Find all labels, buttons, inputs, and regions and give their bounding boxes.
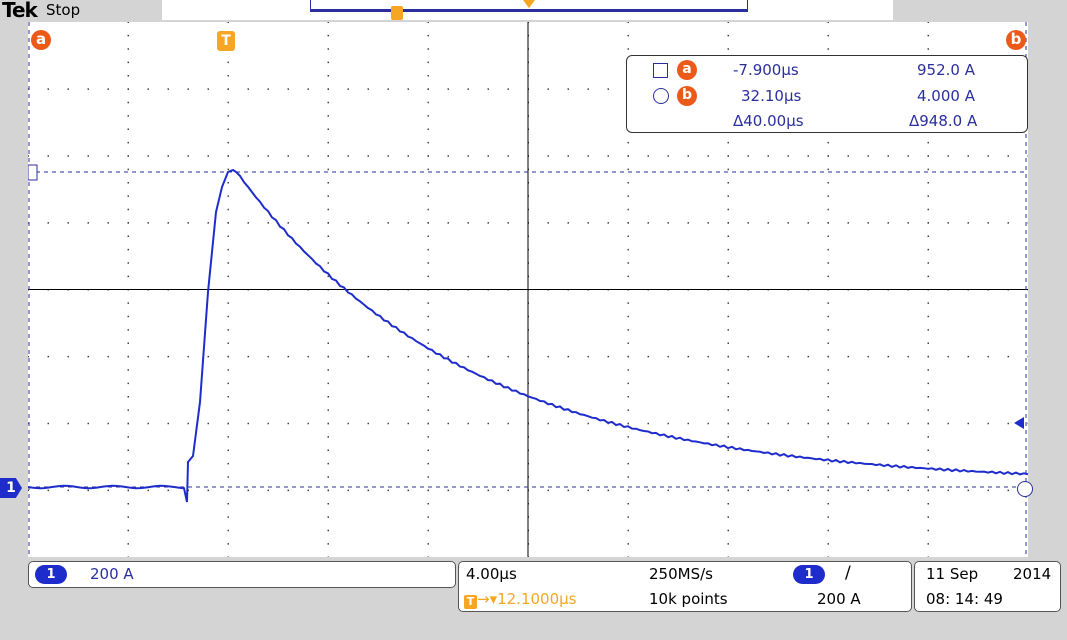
trigger-offset-marker-icon: T <box>464 595 477 609</box>
cursor-readout-box: a -7.900µs 952.0 A b 32.10µs 4.000 A Δ40… <box>626 55 1028 133</box>
waveform-display <box>28 22 1028 557</box>
record-view-window[interactable] <box>310 0 748 10</box>
trigger-position-marker: T <box>217 31 235 51</box>
channel-1-badge: 1 <box>35 565 67 584</box>
cursor-a-readout-marker: a <box>677 60 697 80</box>
trigger-slope-icon: ∕ <box>845 563 851 583</box>
cursor-b-circle-icon <box>1017 481 1033 497</box>
trigger-level: 200 A <box>817 590 861 608</box>
channel-1-panel[interactable]: 1 200 A <box>28 561 456 588</box>
cursor-b-circle-icon-readout <box>653 88 669 104</box>
channel-1-scale: 200 A <box>90 565 134 583</box>
sample-rate: 250MS/s <box>649 565 713 583</box>
date-day: 11 Sep <box>926 565 979 583</box>
cursor-b-value: 4.000 A <box>917 87 975 105</box>
cursor-a-square-icon <box>653 63 668 78</box>
trigger-level-arrow-icon <box>1014 417 1024 429</box>
record-length: 10k points <box>649 590 728 608</box>
time-per-division: 4.00µs <box>466 565 517 583</box>
date-time-panel: 11 Sep 2014 08: 14: 49 <box>914 561 1061 612</box>
cursor-b-marker: b <box>1006 30 1026 50</box>
trigger-offset-value: →▾12.1000µs <box>477 590 577 608</box>
center-expansion-marker-icon <box>523 0 535 8</box>
cursor-b-readout-marker: b <box>677 86 697 106</box>
cursor-a-handle[interactable] <box>28 164 38 181</box>
acquisition-status: Stop <box>46 1 81 19</box>
clock-time: 08: 14: 49 <box>926 590 1003 608</box>
record-view-line <box>310 10 748 12</box>
date-year: 2014 <box>1013 565 1052 583</box>
cursor-delta-time: Δ40.00µs <box>733 112 804 130</box>
brand-logo: Tek <box>2 0 38 22</box>
cursor-delta-value: Δ948.0 A <box>909 112 978 130</box>
timebase-panel[interactable]: 4.00µs T →▾12.1000µs 250MS/s 10k points 1… <box>458 561 912 612</box>
record-trigger-position-icon <box>391 6 403 20</box>
trigger-source-badge: 1 <box>793 565 825 584</box>
trigger-offset: T →▾12.1000µs <box>464 590 577 609</box>
channel-1-ground-marker[interactable]: 1 <box>0 478 22 498</box>
waveform-trace <box>28 168 1028 503</box>
cursor-b-time: 32.10µs <box>741 87 802 105</box>
cursor-a-time: -7.900µs <box>733 61 799 79</box>
cursor-a-marker: a <box>31 30 51 50</box>
cursor-a-value: 952.0 A <box>917 61 975 79</box>
